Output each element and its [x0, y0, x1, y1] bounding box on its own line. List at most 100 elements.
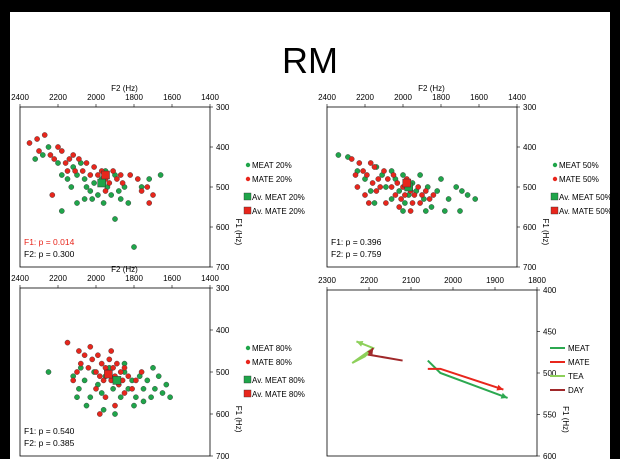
data-point	[72, 168, 78, 174]
data-point	[64, 339, 71, 346]
arrow-head	[367, 348, 374, 356]
trajectory-line	[351, 340, 375, 364]
legend-label: Av. MEAT 50%	[559, 193, 610, 202]
data-point	[62, 160, 69, 166]
data-point	[426, 196, 433, 202]
data-point	[26, 140, 33, 146]
legend-marker	[243, 206, 252, 215]
mean-marker	[402, 178, 412, 188]
data-point	[114, 360, 120, 367]
legend-label: MATE 80%	[252, 358, 292, 367]
data-point	[375, 176, 382, 182]
data-point	[163, 381, 170, 388]
data-point	[87, 394, 94, 401]
stat-label: F1: p = 0.540	[24, 426, 75, 436]
data-point	[51, 156, 58, 162]
y-tick-label: 500	[543, 369, 557, 378]
data-point	[81, 352, 88, 359]
data-point	[49, 192, 56, 198]
legend-marker	[245, 345, 251, 351]
data-point	[400, 172, 406, 178]
data-point	[102, 394, 109, 401]
data-point	[108, 192, 114, 198]
data-point	[144, 184, 151, 190]
data-point	[138, 369, 145, 375]
legend-label: MATE 20%	[252, 175, 292, 184]
data-point	[45, 144, 52, 150]
data-point	[140, 398, 147, 405]
x-tick-label: 2400	[11, 93, 29, 102]
data-point	[95, 352, 101, 359]
data-point	[95, 192, 101, 198]
data-point	[97, 373, 103, 380]
data-point	[133, 377, 139, 384]
data-point	[93, 385, 99, 392]
data-point	[457, 208, 463, 214]
data-point	[91, 164, 97, 170]
legend-label: MEAT	[568, 344, 590, 353]
mean-marker	[112, 376, 122, 385]
data-point	[434, 188, 441, 194]
arrow-head	[356, 340, 364, 347]
legend-label: MEAT 80%	[252, 344, 292, 353]
data-point	[45, 369, 52, 375]
data-point	[127, 172, 133, 178]
data-point	[364, 172, 370, 178]
data-point	[81, 377, 88, 384]
y-tick-label: 700	[216, 452, 230, 459]
data-point	[419, 192, 425, 198]
data-point	[150, 192, 156, 198]
data-point	[68, 184, 75, 190]
legend-marker	[245, 359, 251, 365]
x-tick-label: 2400	[318, 93, 336, 102]
y-tick-label: 700	[523, 263, 537, 272]
data-point	[383, 200, 389, 206]
legend-label: MEAT 20%	[252, 161, 292, 170]
data-point	[117, 196, 124, 202]
legend-label: MEAT 50%	[559, 161, 599, 170]
mean-marker	[97, 178, 106, 188]
data-point	[125, 200, 132, 206]
data-point	[159, 390, 166, 396]
x-tick-label: 2200	[49, 274, 67, 283]
x-tick-label: 1400	[201, 93, 219, 102]
legend-label: MATE 50%	[559, 175, 599, 184]
y-axis-label: F1 (Hz)	[234, 218, 243, 245]
data-point	[167, 394, 173, 401]
data-point	[117, 394, 124, 401]
charts-svg: 2400 2200 2000 1800 1600 1400300400500600700F…	[11, 84, 610, 459]
data-point	[388, 196, 395, 202]
data-point	[369, 180, 376, 186]
mean-marker	[101, 170, 110, 180]
stat-label: F2: p = 0.759	[331, 249, 382, 259]
data-point	[83, 160, 90, 166]
data-point	[131, 244, 137, 250]
legend-marker	[552, 162, 558, 168]
data-point	[396, 204, 403, 210]
data-point	[360, 168, 366, 174]
data-point	[47, 152, 54, 158]
data-point	[125, 373, 132, 380]
data-point	[381, 168, 387, 174]
data-point	[87, 188, 94, 194]
x-tick-label: 1900	[486, 276, 504, 285]
legend-label: TEA	[568, 372, 584, 381]
data-point	[352, 172, 359, 178]
data-point	[112, 411, 118, 417]
legend-label: DAY	[568, 386, 585, 395]
x-tick-label: 2200	[356, 93, 374, 102]
data-point	[95, 172, 101, 178]
data-point	[409, 200, 416, 206]
data-point	[114, 176, 120, 182]
data-point	[348, 156, 355, 162]
x-tick-label: 2300	[318, 276, 336, 285]
legend-label: Av. MATE 80%	[252, 390, 305, 399]
legend-label: Av. MEAT 80%	[252, 376, 305, 385]
legend-marker	[550, 206, 559, 215]
data-point	[415, 184, 422, 190]
data-point	[87, 172, 94, 178]
data-point	[402, 200, 408, 206]
y-tick-label: 600	[523, 223, 537, 232]
data-point	[453, 184, 460, 190]
